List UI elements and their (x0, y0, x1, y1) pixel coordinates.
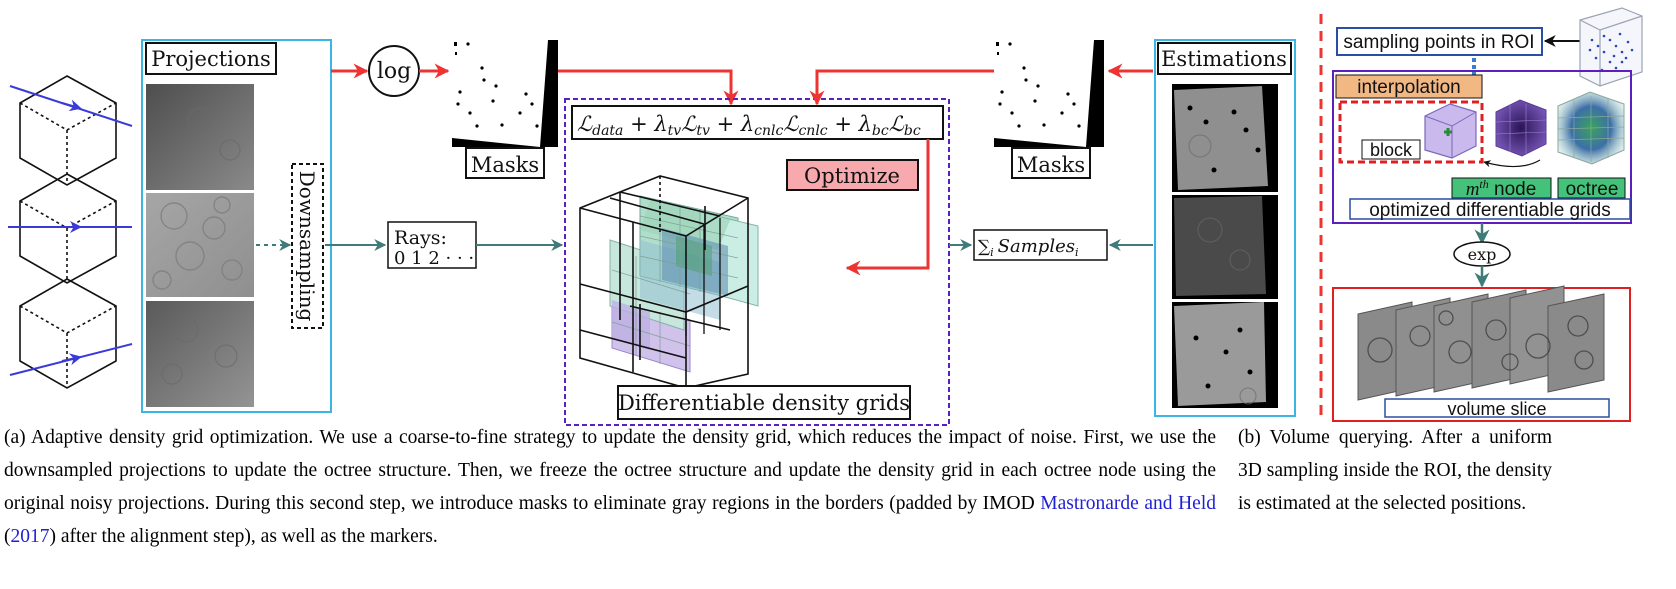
red-arrow-right-mask-to-loss (809, 69, 994, 106)
sampling-points-label: sampling points in ROI (1343, 32, 1534, 53)
volume-slice-label: volume slice (1447, 399, 1546, 419)
rays-values: 0 1 2 · · · (394, 248, 474, 269)
volume-slice-label-box (1384, 398, 1610, 418)
caption-b: (b) Volume querying. After a uniform 3D … (1238, 427, 1552, 514)
red-arrow-left-mask-to-loss (558, 69, 739, 106)
octree-volume-cube (1557, 91, 1625, 165)
masks-label-right: Masks (1017, 153, 1085, 177)
caption-a-text-1: (a) Adaptive density grid optimization. … (4, 427, 1216, 514)
projections-frame (141, 39, 332, 413)
octree-grid-illustration (579, 175, 759, 389)
cube-bottom (19, 278, 117, 389)
projection-cubes (19, 75, 117, 389)
optimized-grids-label: optimized differentiable grids (1369, 200, 1611, 221)
cube-top (19, 75, 117, 186)
caption-a-text-2: ) after the alignment step), as well as … (49, 526, 438, 547)
projections-label-box (145, 42, 277, 75)
citation-link[interactable]: Mastronarde and Held (1040, 493, 1216, 514)
arrow-node-to-block (1483, 159, 1541, 168)
downsampling-box (291, 163, 324, 329)
projection-images (146, 84, 254, 407)
optimize-label: Optimize (804, 164, 900, 188)
volume-slice-frame (1332, 287, 1631, 422)
loss-formula: ℒdata + λtvℒtv + λcnlcℒcnlc + λbcℒbc (577, 112, 921, 139)
node-grid-cube (1495, 99, 1547, 157)
cube-middle (19, 173, 117, 284)
x-ray-beams (8, 85, 133, 376)
projection-image-2 (146, 193, 254, 297)
masks-label-right-box (1011, 147, 1091, 179)
optimized-grids-label-box (1349, 198, 1631, 220)
samples-formula: ∑i Samplesi (978, 236, 1079, 259)
log-branch: log (331, 45, 450, 97)
masks-label-left-box (465, 147, 545, 179)
interpolation-box (1335, 74, 1483, 99)
grids-label: Differentiable density grids (618, 391, 910, 415)
sampling-points-box (1336, 27, 1543, 56)
masks-label-left: Masks (471, 153, 539, 177)
block-label-box (1361, 139, 1421, 160)
volume-slice-stack (1357, 285, 1605, 401)
estimations-label: Estimations (1161, 47, 1287, 71)
loss-box (571, 105, 944, 140)
density-grid-frame (564, 98, 950, 426)
estimations-label-box (1157, 42, 1292, 75)
block-dashed-frame (1338, 100, 1484, 164)
optimize-box (786, 159, 919, 191)
samples-box (973, 229, 1108, 261)
roi-point-cube (1579, 7, 1643, 87)
octree-label-box (1557, 177, 1626, 199)
mth-node-box (1451, 177, 1552, 199)
grids-label-box (617, 385, 911, 420)
caption-a: (a) Adaptive density grid optimization. … (4, 421, 1216, 553)
projection-image-1 (146, 84, 254, 190)
rays-box (387, 221, 477, 269)
red-arrow-optimize-loop (845, 139, 930, 276)
block-label: block (1370, 140, 1413, 160)
downsampling-label: Downsampling (295, 171, 319, 322)
block-cube (1424, 103, 1477, 159)
caption-a-paren: ( (4, 526, 11, 547)
projections-label: Projections (151, 47, 271, 71)
interpolation-label: interpolation (1357, 77, 1461, 98)
exp-label: exp (1468, 245, 1497, 264)
mask-image-left (452, 40, 558, 147)
estimation-images (1172, 84, 1278, 408)
rays-label: Rays: (394, 227, 447, 249)
log-label: log (377, 59, 411, 84)
projection-image-3 (146, 301, 254, 407)
citation-year-link[interactable]: 2017 (10, 526, 50, 547)
estimations-frame (1154, 39, 1296, 417)
octree-label: octree (1566, 179, 1619, 200)
mth-node-label: mth node (1466, 177, 1537, 200)
mask-image-right (994, 40, 1104, 147)
